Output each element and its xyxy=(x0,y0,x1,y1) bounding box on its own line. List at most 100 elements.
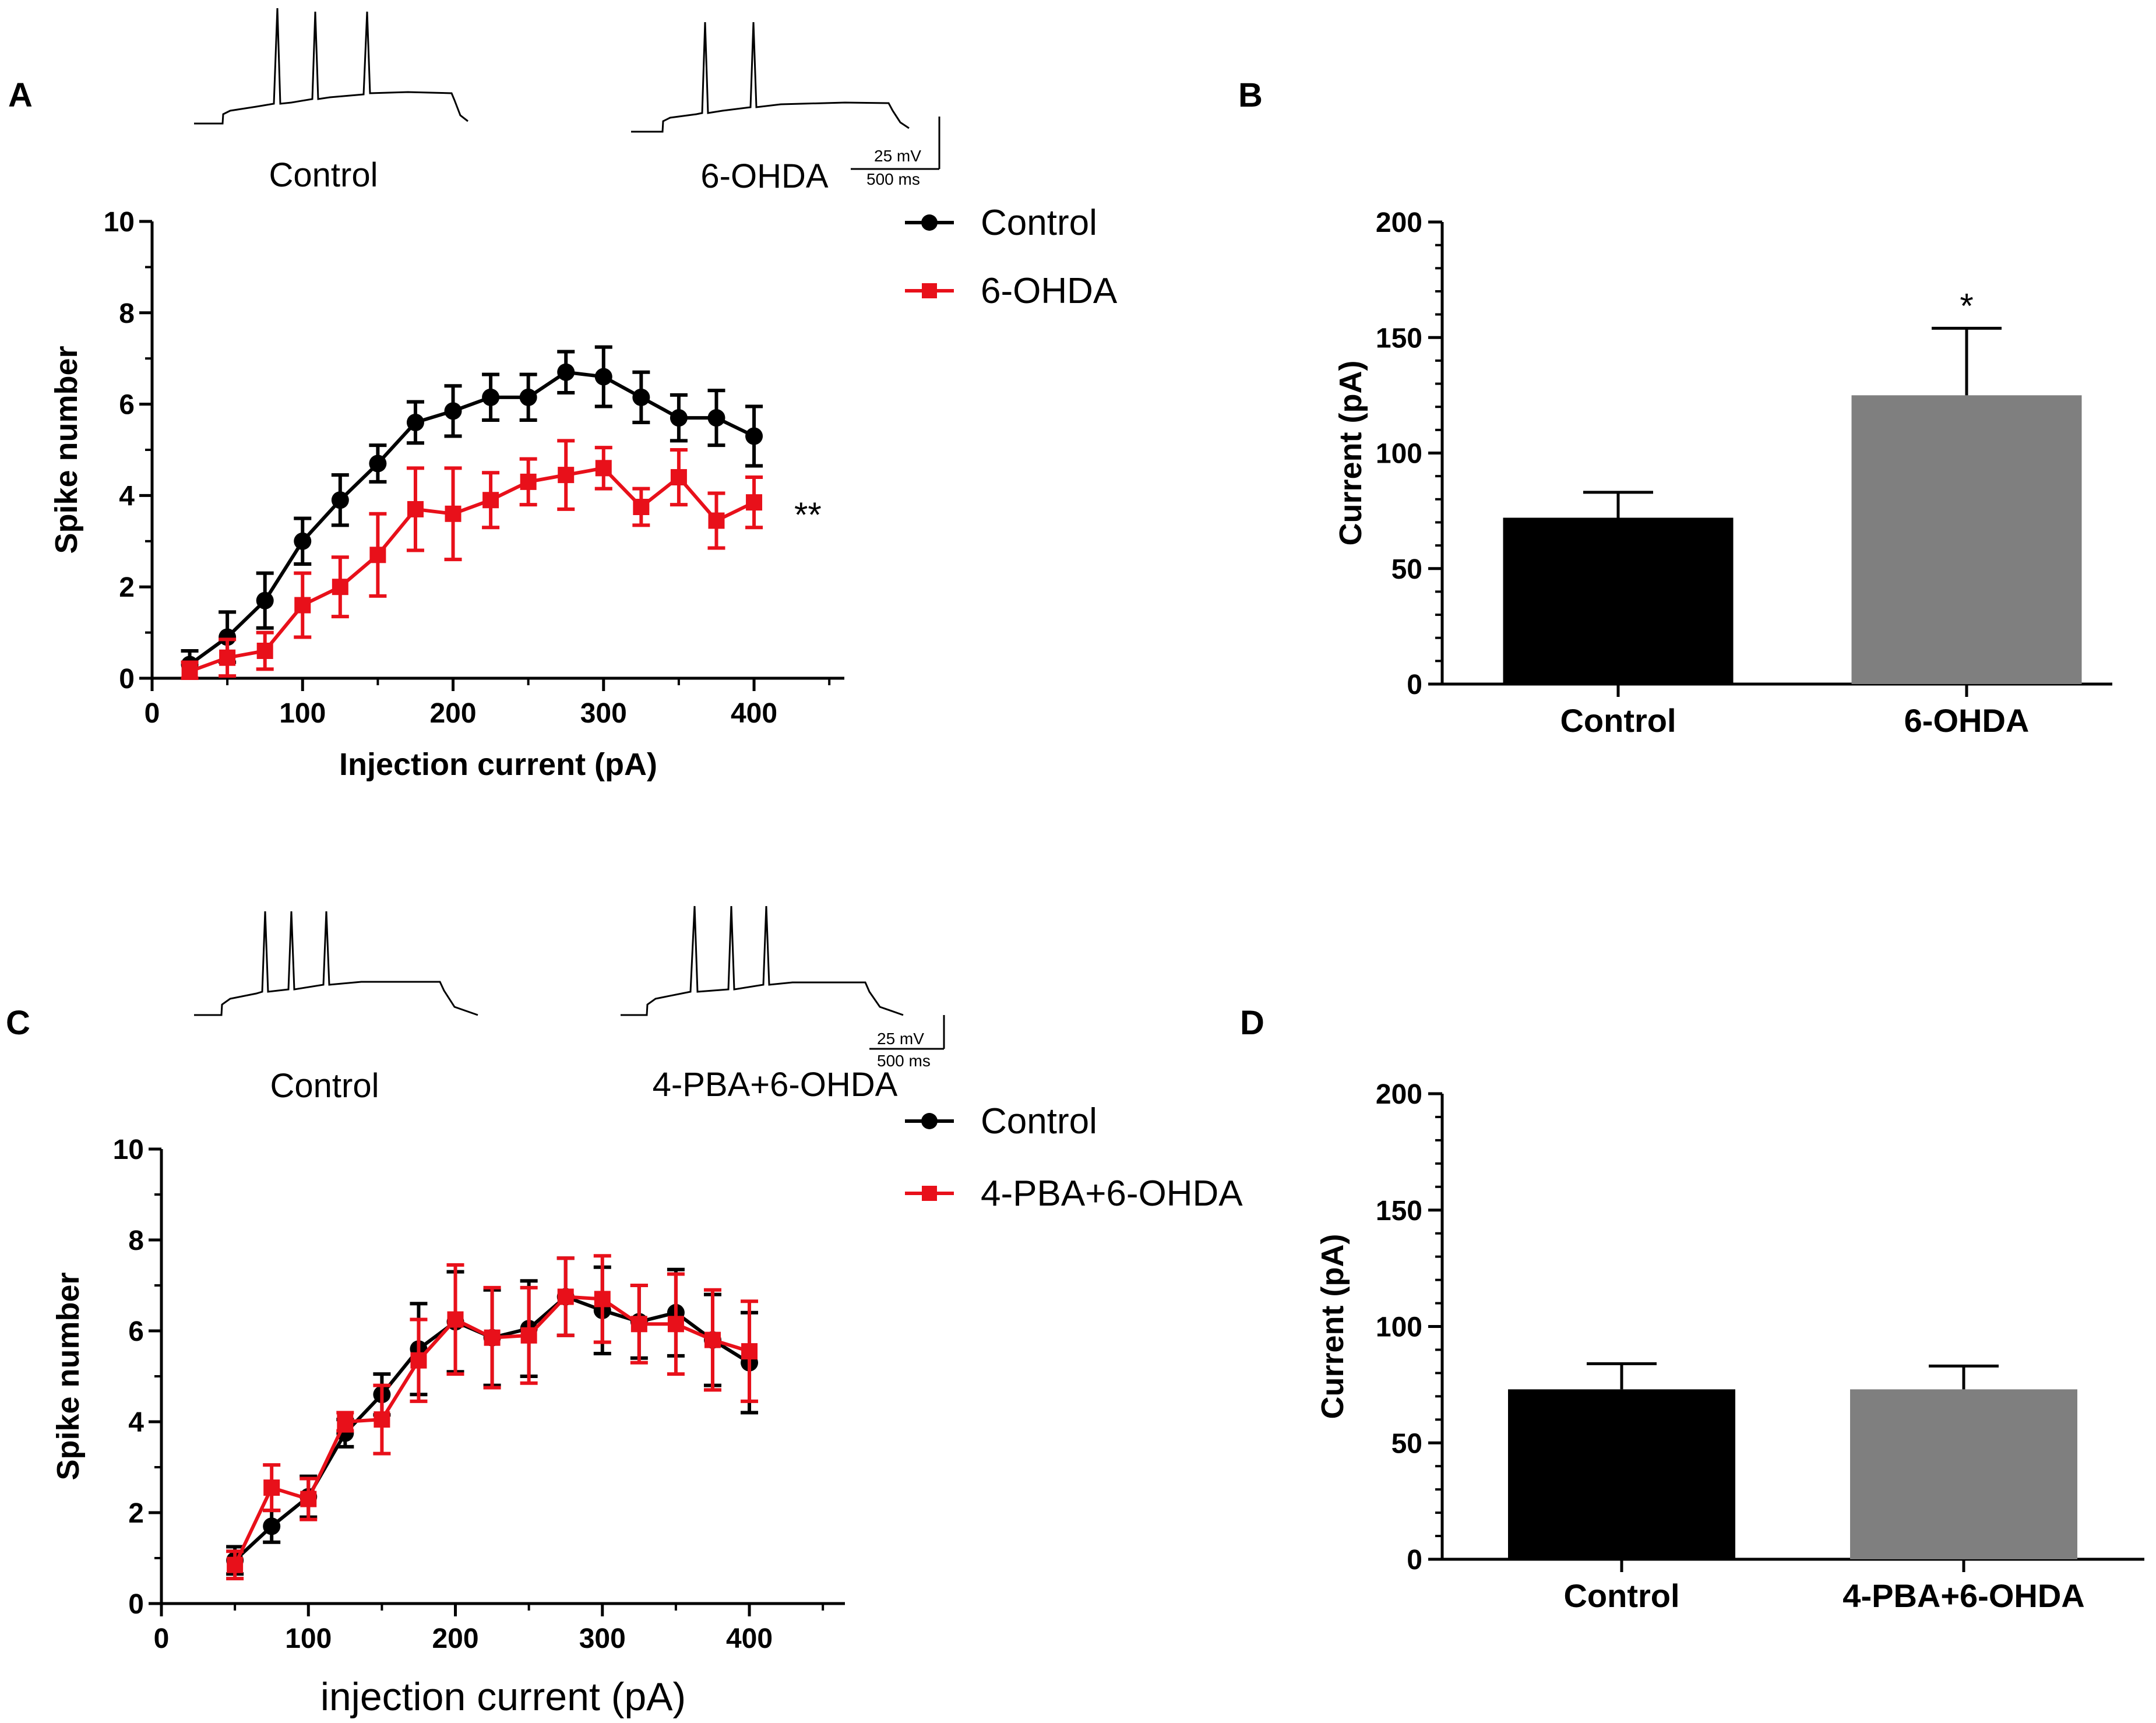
legend-marker xyxy=(922,283,937,298)
x-tick-label: 300 xyxy=(580,698,627,729)
scale-bar-c xyxy=(869,1015,945,1050)
y-tick-label: 6 xyxy=(119,390,135,421)
data-point xyxy=(670,469,687,486)
y-tick-label: 2 xyxy=(119,572,135,603)
bar-treatment xyxy=(1851,395,2082,684)
data-point xyxy=(410,1352,427,1369)
data-point xyxy=(594,1291,611,1308)
scale-ms-a: 500 ms xyxy=(866,170,920,188)
data-point xyxy=(369,547,386,563)
y-tick-label: 0 xyxy=(119,664,135,695)
significance-marker: * xyxy=(1960,286,1973,325)
data-point xyxy=(741,1343,758,1360)
scale-ms-c: 500 ms xyxy=(877,1052,931,1070)
data-point xyxy=(256,591,274,609)
data-point xyxy=(263,1517,281,1535)
data-point xyxy=(482,388,500,406)
data-point xyxy=(337,1414,354,1430)
y-tick-label: 100 xyxy=(1376,439,1422,470)
panel-label-b: B xyxy=(1238,76,1263,114)
data-point xyxy=(746,494,763,511)
data-point xyxy=(369,454,387,473)
data-point xyxy=(704,1331,721,1348)
y-tick-label: 10 xyxy=(104,207,135,238)
bar-control xyxy=(1503,517,1734,684)
bar-control xyxy=(1508,1389,1735,1559)
data-point xyxy=(745,427,763,445)
trace-6ohda-a xyxy=(631,22,910,133)
data-point xyxy=(294,597,311,614)
traces-panel-c xyxy=(194,905,945,1050)
data-point xyxy=(557,1288,574,1305)
data-point xyxy=(595,460,612,477)
significance-marker: ** xyxy=(794,495,822,534)
trace-4pba-c xyxy=(621,905,904,1016)
data-point xyxy=(520,473,537,490)
y-axis-label: Current (pA) xyxy=(1333,361,1368,546)
y-axis-label: Spike number xyxy=(49,346,84,554)
data-point xyxy=(227,1556,244,1573)
category-label: Control xyxy=(1560,702,1676,739)
x-tick-label: 200 xyxy=(429,698,476,729)
data-point xyxy=(219,628,237,646)
legend-label: Control xyxy=(981,203,1097,243)
data-point xyxy=(445,505,462,522)
category-label: Control xyxy=(1563,1577,1679,1614)
y-tick-label: 8 xyxy=(128,1225,144,1256)
y-tick-label: 100 xyxy=(1376,1312,1422,1343)
data-point xyxy=(406,413,424,431)
x-axis-label: Injection current (pA) xyxy=(339,747,657,782)
panel-label-c: C xyxy=(6,1004,30,1042)
data-point xyxy=(263,1479,280,1496)
data-point xyxy=(633,499,650,515)
data-point xyxy=(482,492,499,509)
trace-label-6ohda-a: 6-OHDA xyxy=(700,157,828,195)
data-point xyxy=(632,388,650,406)
y-axis-label: Spike number xyxy=(51,1272,86,1480)
series-treatment xyxy=(226,1254,759,1581)
traces-panel-a xyxy=(194,8,940,170)
data-point xyxy=(557,363,575,381)
category-label: 4-PBA+6-OHDA xyxy=(1843,1577,2084,1614)
series-line xyxy=(188,370,755,666)
legend-marker xyxy=(921,214,938,231)
data-point xyxy=(667,1316,684,1333)
y-tick-label: 0 xyxy=(1407,1545,1422,1576)
data-point xyxy=(484,1329,501,1346)
x-tick-label: 400 xyxy=(731,698,777,729)
scale-mv-c: 25 mV xyxy=(877,1030,924,1048)
y-tick-label: 200 xyxy=(1376,207,1422,238)
x-tick-label: 100 xyxy=(285,1623,332,1654)
data-point xyxy=(407,501,424,517)
y-tick-label: 2 xyxy=(128,1498,144,1529)
bar-chart-b: 0 50 100 150 200 Current (pA) Control 6-OHDA * xyxy=(1333,207,2112,739)
y-tick-label: 150 xyxy=(1376,323,1422,354)
legend-label: 4-PBA+6-OHDA xyxy=(981,1174,1243,1214)
y-tick-label: 0 xyxy=(128,1589,144,1620)
y-tick-label: 150 xyxy=(1376,1196,1422,1227)
trace-control-a xyxy=(194,8,468,125)
x-tick-label: 300 xyxy=(579,1623,626,1654)
y-tick-label: 50 xyxy=(1391,554,1422,585)
data-point xyxy=(256,642,273,659)
y-tick-label: 10 xyxy=(113,1134,144,1165)
data-point xyxy=(707,409,725,427)
panel-label-a: A xyxy=(8,76,33,114)
y-tick-label: 50 xyxy=(1391,1428,1422,1459)
data-point xyxy=(181,663,198,680)
data-point xyxy=(332,579,348,596)
data-point xyxy=(630,1316,647,1333)
y-tick-label: 4 xyxy=(119,481,135,512)
legend-marker xyxy=(921,1113,938,1129)
category-label: 6-OHDA xyxy=(1904,702,2030,739)
x-tick-label: 100 xyxy=(279,698,326,729)
data-point xyxy=(444,402,462,420)
y-tick-label: 0 xyxy=(1407,670,1422,700)
data-point xyxy=(708,512,725,529)
data-point xyxy=(519,388,537,406)
data-point xyxy=(670,409,688,427)
x-tick-label: 400 xyxy=(726,1623,773,1654)
y-tick-label: 6 xyxy=(128,1316,144,1347)
